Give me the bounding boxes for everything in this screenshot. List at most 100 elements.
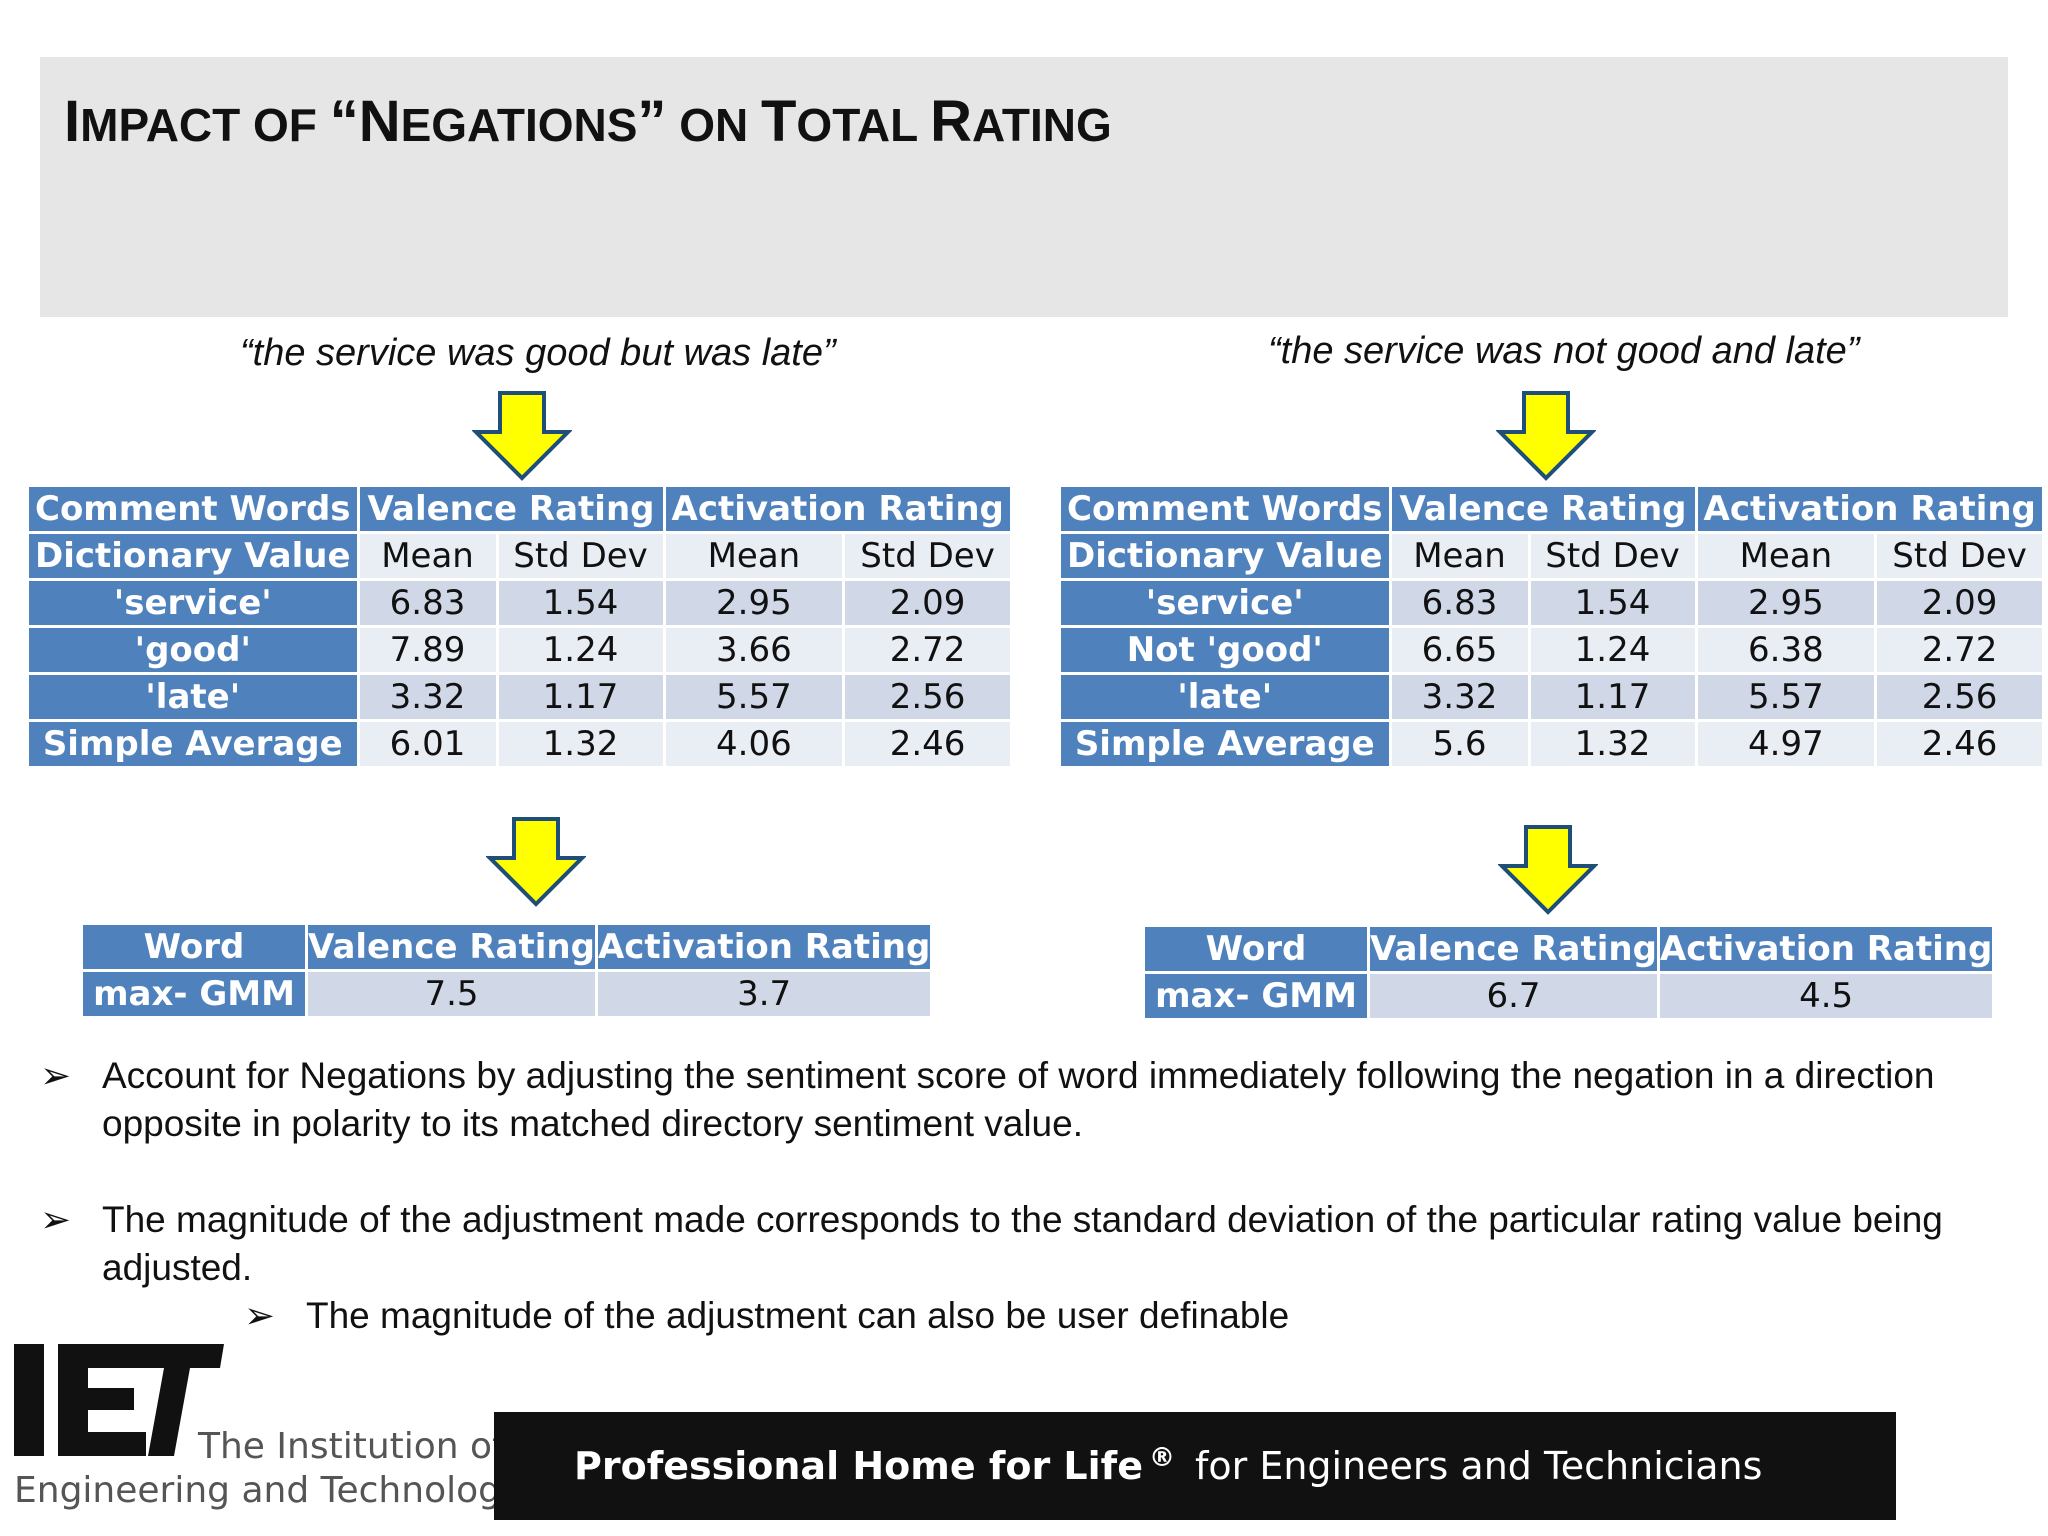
registered-mark: ®: [1148, 1443, 1175, 1473]
cell: 1.32: [1530, 722, 1695, 766]
iet-logo-mark-icon: [14, 1344, 224, 1456]
cell: 4.06: [665, 722, 843, 766]
cell: 1.17: [498, 675, 663, 719]
table-row: 'service' 6.83 1.54 2.95 2.09: [29, 581, 1010, 625]
table-row: Simple Average 5.6 1.32 4.97 2.46: [1061, 722, 2042, 766]
down-arrow-icon: [1498, 825, 1598, 915]
right-result-table: Word Valence Rating Activation Rating ma…: [1142, 924, 1995, 1021]
logo-text-line1: The Institution of: [198, 1426, 505, 1467]
header-activation-rating: Activation Rating: [1659, 927, 1993, 971]
cell: 3.66: [665, 628, 843, 672]
cell: 2.95: [665, 581, 843, 625]
bullet-item: ➢ The magnitude of the adjustment can al…: [244, 1292, 2000, 1340]
cell: 2.46: [845, 722, 1010, 766]
header-dictionary-value: Dictionary Value: [29, 534, 357, 578]
cell: 1.32: [498, 722, 663, 766]
arrow-bullet-icon: ➢: [40, 1199, 72, 1240]
cell: 7.89: [359, 628, 496, 672]
cell: 5.57: [1697, 675, 1875, 719]
cell: 2.72: [845, 628, 1010, 672]
cell: 1.17: [1530, 675, 1695, 719]
header-activation-rating: Activation Rating: [1697, 487, 2042, 531]
header-std-dev: Std Dev: [498, 534, 663, 578]
cell: 3.32: [359, 675, 496, 719]
slide-title: IMPACT OF “NEGATIONS” ON TOTAL RATING: [64, 88, 1112, 155]
row-label: Simple Average: [1061, 722, 1389, 766]
header-valence-rating: Valence Rating: [1391, 487, 1695, 531]
title-part: ATING: [972, 99, 1112, 151]
header-comment-words: Comment Words: [1061, 487, 1389, 531]
cell: 2.72: [1877, 628, 2042, 672]
header-valence-rating: Valence Rating: [308, 925, 595, 969]
title-part: EGATIONS: [400, 99, 638, 151]
header-std-dev: Std Dev: [1530, 534, 1695, 578]
arrow-bullet-icon: ➢: [40, 1055, 72, 1096]
bullet-text: Account for Negations by adjusting the s…: [102, 1055, 1935, 1144]
down-arrow-icon: [486, 817, 586, 907]
left-result-table: Word Valence Rating Activation Rating ma…: [80, 922, 933, 1019]
table-row: 'late' 3.32 1.17 5.57 2.56: [29, 675, 1010, 719]
header-dictionary-value: Dictionary Value: [1061, 534, 1389, 578]
row-label: 'service': [29, 581, 357, 625]
cell: 2.56: [845, 675, 1010, 719]
header-word: Word: [1145, 927, 1367, 971]
cell: 3.32: [1391, 675, 1528, 719]
table-row: max- GMM 6.7 4.5: [1145, 974, 1993, 1018]
title-part: MPACT OF: [80, 99, 330, 151]
header-mean: Mean: [1391, 534, 1528, 578]
down-arrow-icon: [1496, 391, 1596, 481]
right-quote: “the service was not good and late”: [1268, 330, 1860, 372]
row-label: 'late': [29, 675, 357, 719]
cell: 6.65: [1391, 628, 1528, 672]
table-subheader-row: Dictionary Value Mean Std Dev Mean Std D…: [29, 534, 1010, 578]
bullet-item: ➢ The magnitude of the adjustment made c…: [40, 1196, 2000, 1292]
row-label: Not 'good': [1061, 628, 1389, 672]
iet-logo: The Institution of Engineering and Techn…: [14, 1340, 522, 1530]
row-label: 'service': [1061, 581, 1389, 625]
cell: 6.01: [359, 722, 496, 766]
cell: 2.09: [845, 581, 1010, 625]
bullet-item: ➢ Account for Negations by adjusting the…: [40, 1052, 2000, 1148]
title-part: ON: [666, 99, 761, 151]
table-row: max- GMM 7.5 3.7: [83, 972, 931, 1016]
down-arrow-icon: [472, 391, 572, 481]
title-part: R: [930, 89, 973, 154]
table-header-row: Word Valence Rating Activation Rating: [1145, 927, 1993, 971]
cell: 1.24: [498, 628, 663, 672]
header-word: Word: [83, 925, 305, 969]
right-rating-table: Comment Words Valence Rating Activation …: [1058, 484, 2045, 769]
header-activation-rating: Activation Rating: [597, 925, 931, 969]
banner-rest-text: for Engineers and Technicians: [1194, 1444, 1763, 1488]
bullet-text: The magnitude of the adjustment made cor…: [102, 1199, 1943, 1288]
header-valence-rating: Valence Rating: [1370, 927, 1657, 971]
cell: 5.6: [1391, 722, 1528, 766]
cell: 7.5: [308, 972, 595, 1016]
cell: 1.24: [1530, 628, 1695, 672]
cell: 2.56: [1877, 675, 2042, 719]
banner-main-text: Professional Home for Life: [574, 1444, 1143, 1488]
title-part: T: [760, 89, 797, 154]
table-header-row: Comment Words Valence Rating Activation …: [1061, 487, 2042, 531]
header-mean: Mean: [359, 534, 496, 578]
table-row: Simple Average 6.01 1.32 4.06 2.46: [29, 722, 1010, 766]
row-label: 'good': [29, 628, 357, 672]
row-label: Simple Average: [29, 722, 357, 766]
header-comment-words: Comment Words: [29, 487, 357, 531]
cell: 3.7: [597, 972, 931, 1016]
cell: 2.95: [1697, 581, 1875, 625]
cell: 5.57: [665, 675, 843, 719]
left-quote: “the service was good but was late”: [240, 332, 836, 374]
row-label: 'late': [1061, 675, 1389, 719]
header-mean: Mean: [1697, 534, 1875, 578]
table-header-row: Comment Words Valence Rating Activation …: [29, 487, 1010, 531]
cell: 1.54: [498, 581, 663, 625]
cell: 6.38: [1697, 628, 1875, 672]
cell: 2.46: [1877, 722, 2042, 766]
table-row: 'good' 7.89 1.24 3.66 2.72: [29, 628, 1010, 672]
title-part: OTAL: [796, 99, 931, 151]
table-header-row: Word Valence Rating Activation Rating: [83, 925, 931, 969]
row-label: max- GMM: [83, 972, 305, 1016]
left-rating-table: Comment Words Valence Rating Activation …: [26, 484, 1013, 769]
cell: 2.09: [1877, 581, 2042, 625]
table-subheader-row: Dictionary Value Mean Std Dev Mean Std D…: [1061, 534, 2042, 578]
